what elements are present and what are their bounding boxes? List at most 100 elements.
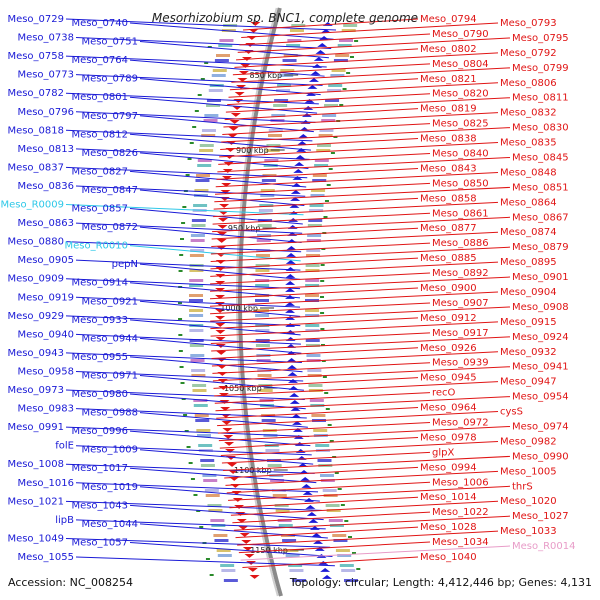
gene-label[interactable]: Meso_0945: [420, 373, 477, 384]
gene-label[interactable]: Meso_0990: [512, 451, 569, 462]
gene-label[interactable]: Meso_0907: [432, 298, 489, 309]
gene-label[interactable]: Meso_1021: [7, 496, 64, 507]
gene-label[interactable]: Meso_0729: [7, 14, 64, 25]
gene-label[interactable]: Meso_0812: [71, 129, 128, 140]
gene-label[interactable]: Meso_0929: [7, 311, 64, 322]
gene-label[interactable]: Meso_0797: [81, 111, 138, 122]
gene-label[interactable]: Meso_1009: [81, 445, 138, 456]
gene-label[interactable]: glpX: [432, 447, 454, 458]
gene-label[interactable]: Meso_0782: [7, 88, 64, 99]
gene-label[interactable]: folE: [55, 441, 74, 452]
gene-label[interactable]: Meso_0847: [81, 185, 138, 196]
gene-label[interactable]: Meso_0806: [500, 78, 557, 89]
gene-label[interactable]: Meso_0874: [500, 227, 557, 238]
gene-label[interactable]: Meso_0958: [17, 366, 74, 377]
gene-label[interactable]: Meso_0802: [420, 44, 477, 55]
gene-label[interactable]: Meso_0978: [420, 432, 477, 443]
gene-label[interactable]: Meso_0851: [512, 182, 569, 193]
gene-label[interactable]: Meso_0994: [420, 462, 477, 473]
gene-label[interactable]: Meso_0982: [500, 436, 557, 447]
gene-label[interactable]: Meso_0964: [420, 403, 477, 414]
gene-label[interactable]: Meso_1019: [81, 482, 138, 493]
gene-label[interactable]: Meso_0764: [71, 55, 128, 66]
gene-label[interactable]: Meso_0905: [17, 255, 74, 266]
gene-label[interactable]: Meso_0939: [432, 358, 489, 369]
gene-label[interactable]: Meso_0947: [500, 377, 557, 388]
gene-label[interactable]: Meso_0983: [17, 404, 74, 415]
gene-label[interactable]: Meso_1022: [432, 507, 489, 518]
gene-label[interactable]: Meso_0792: [500, 48, 557, 59]
gene-label[interactable]: Meso_0943: [7, 348, 64, 359]
gene-label[interactable]: Meso_0974: [512, 422, 569, 433]
gene-label[interactable]: Meso_1008: [7, 459, 64, 470]
gene-label[interactable]: pepN: [112, 259, 138, 270]
gene-label[interactable]: recO: [432, 388, 456, 399]
gene-label[interactable]: Meso_0872: [81, 222, 138, 233]
gene-label[interactable]: Meso_0864: [500, 197, 557, 208]
gene-label[interactable]: Meso_0973: [7, 385, 64, 396]
gene-label[interactable]: Meso_0835: [500, 138, 557, 149]
gene-label[interactable]: Meso_1033: [500, 526, 557, 537]
gene-label[interactable]: Meso_0944: [81, 333, 138, 344]
gene-label[interactable]: Meso_0940: [17, 329, 74, 340]
gene-label[interactable]: Meso_1034: [432, 537, 489, 548]
gene-label[interactable]: Meso_1027: [512, 511, 569, 522]
gene-label[interactable]: Meso_0858: [420, 193, 477, 204]
gene-label[interactable]: Meso_0904: [500, 287, 557, 298]
gene-label[interactable]: Meso_1005: [500, 466, 557, 477]
gene-label[interactable]: Meso_0826: [81, 148, 138, 159]
gene-label[interactable]: Meso_0832: [500, 108, 557, 119]
gene-label[interactable]: Meso_0895: [500, 257, 557, 268]
gene-label[interactable]: Meso_0796: [17, 107, 74, 118]
gene-label[interactable]: Meso_R0010: [64, 241, 128, 252]
gene-label[interactable]: Meso_0955: [71, 352, 128, 363]
gene-label[interactable]: thrS: [512, 481, 533, 492]
gene-label[interactable]: Meso_0932: [500, 347, 557, 358]
gene-label[interactable]: Meso_0954: [512, 392, 569, 403]
gene-label[interactable]: Meso_0915: [500, 317, 557, 328]
gene-label[interactable]: Meso_0773: [17, 70, 74, 81]
gene-label[interactable]: Meso_0988: [81, 408, 138, 419]
gene-label[interactable]: Meso_1049: [7, 533, 64, 544]
gene-label[interactable]: Meso_0845: [512, 153, 569, 164]
gene-label[interactable]: Meso_0980: [71, 389, 128, 400]
gene-label[interactable]: cysS: [500, 407, 523, 418]
gene-label[interactable]: Meso_0919: [17, 292, 74, 303]
gene-label[interactable]: Meso_0996: [71, 426, 128, 437]
gene-label[interactable]: Meso_1055: [17, 552, 74, 563]
gene-label[interactable]: Meso_1040: [420, 552, 477, 563]
gene-label[interactable]: Meso_0880: [7, 237, 64, 248]
gene-label[interactable]: Meso_0837: [7, 162, 64, 173]
gene-label[interactable]: Meso_0941: [512, 362, 569, 373]
gene-label[interactable]: Meso_0836: [17, 181, 74, 192]
gene-label[interactable]: Meso_0819: [420, 104, 477, 115]
gene-label[interactable]: Meso_R0009: [0, 200, 64, 211]
gene-label[interactable]: Meso_0921: [81, 296, 138, 307]
gene-label[interactable]: Meso_0758: [7, 51, 64, 62]
gene-label[interactable]: Meso_0848: [500, 167, 557, 178]
gene-label[interactable]: Meso_0886: [432, 238, 489, 249]
gene-label[interactable]: Meso_1044: [81, 519, 138, 530]
gene-label[interactable]: Meso_0900: [420, 283, 477, 294]
gene-label[interactable]: Meso_0971: [81, 370, 138, 381]
gene-label[interactable]: Meso_1014: [420, 492, 477, 503]
gene-label[interactable]: Meso_0820: [432, 89, 489, 100]
gene-label[interactable]: Meso_0830: [512, 123, 569, 134]
gene-label[interactable]: Meso_0877: [420, 223, 477, 234]
gene-label[interactable]: Meso_1043: [71, 500, 128, 511]
gene-label[interactable]: Meso_0972: [432, 418, 489, 429]
gene-label[interactable]: Meso_0801: [71, 92, 128, 103]
gene-label[interactable]: Meso_0843: [420, 163, 477, 174]
gene-label[interactable]: Meso_0794: [420, 14, 477, 25]
gene-label[interactable]: Meso_0863: [17, 218, 74, 229]
gene-label[interactable]: Meso_0789: [81, 74, 138, 85]
gene-label[interactable]: Meso_R0014: [512, 541, 576, 552]
gene-label[interactable]: Meso_0926: [420, 343, 477, 354]
gene-label[interactable]: Meso_0838: [420, 134, 477, 145]
gene-label[interactable]: Meso_1020: [500, 496, 557, 507]
gene-label[interactable]: Meso_0912: [420, 313, 477, 324]
gene-label[interactable]: lipB: [55, 515, 74, 526]
gene-label[interactable]: Meso_0793: [500, 18, 557, 29]
gene-label[interactable]: Meso_0933: [71, 315, 128, 326]
gene-label[interactable]: Meso_1006: [432, 477, 489, 488]
